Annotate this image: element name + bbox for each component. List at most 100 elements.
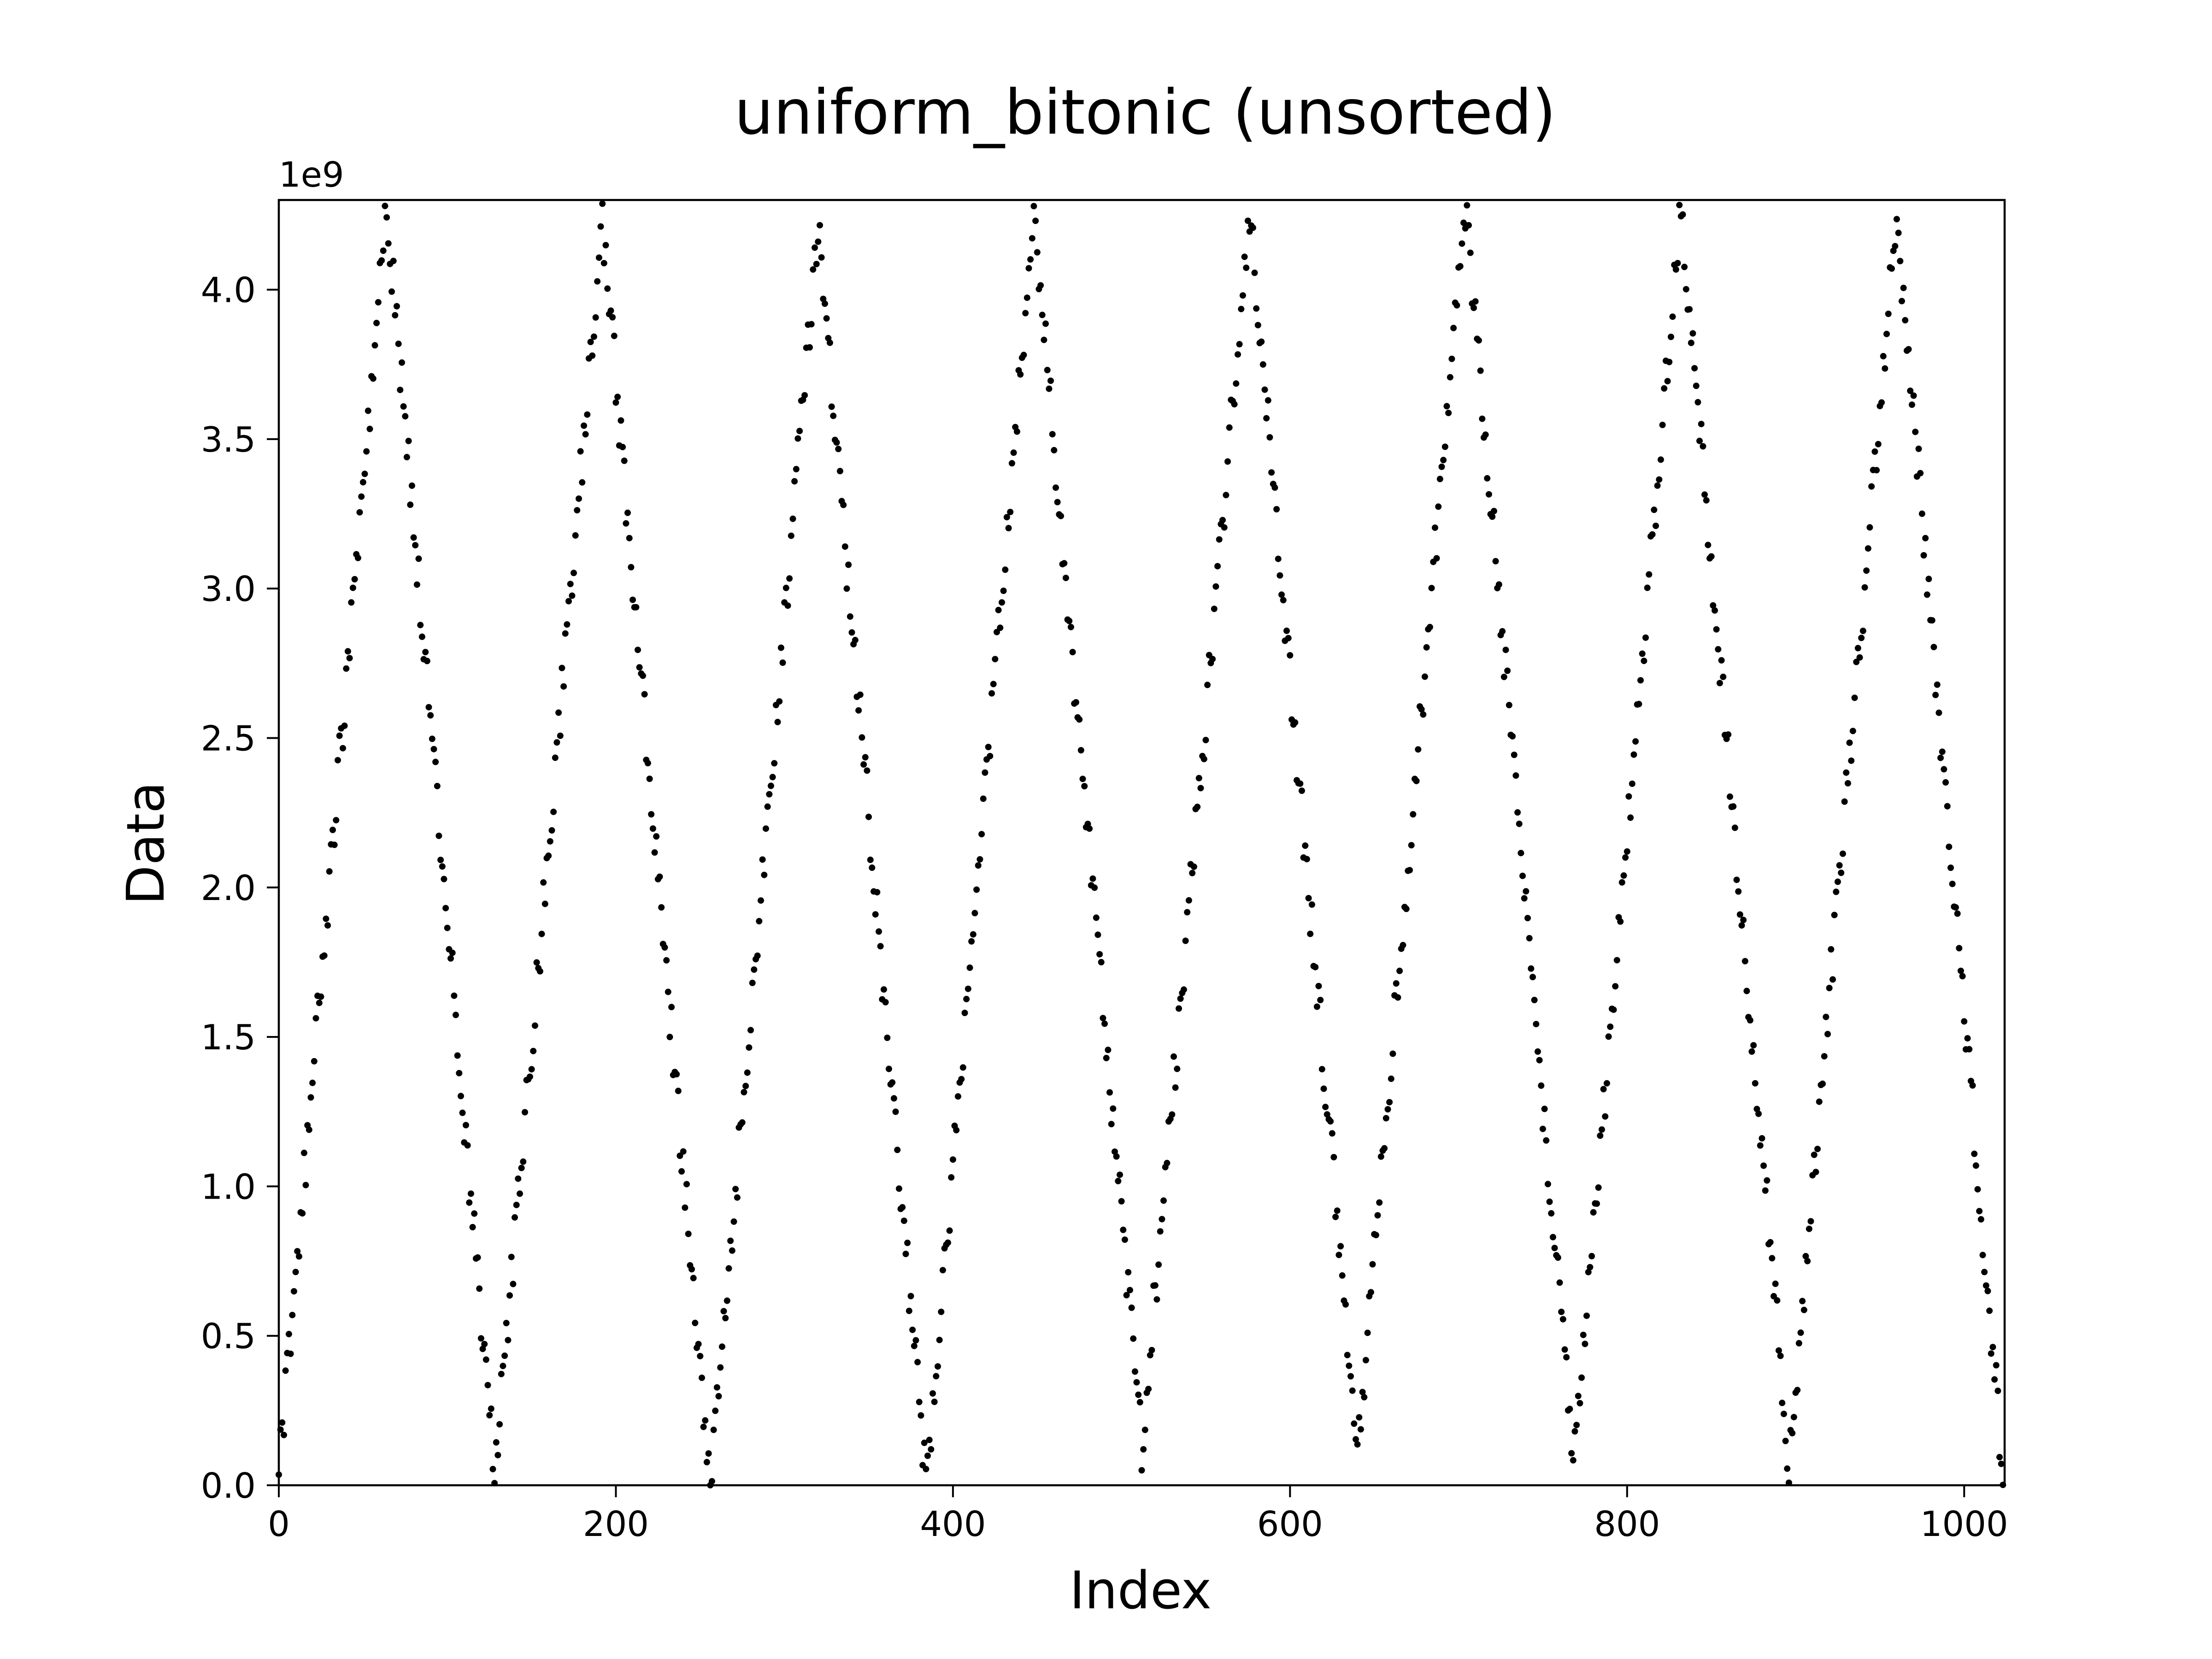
data-point	[1174, 1065, 1181, 1072]
data-point	[1423, 644, 1430, 651]
data-point	[595, 254, 602, 261]
data-point	[351, 576, 358, 582]
data-point	[1367, 1289, 1374, 1296]
data-point	[1767, 1239, 1774, 1246]
data-point	[774, 718, 781, 725]
data-point	[402, 413, 409, 420]
data-point	[1377, 1153, 1384, 1160]
data-point	[1976, 1208, 1983, 1215]
data-point	[498, 1371, 505, 1377]
data-point	[1570, 1457, 1577, 1464]
data-point	[641, 691, 648, 698]
data-point	[429, 735, 435, 742]
data-point	[1128, 1304, 1135, 1311]
data-point	[949, 1156, 956, 1163]
data-point	[1393, 980, 1400, 987]
data-point	[618, 417, 624, 424]
data-point	[1381, 1145, 1388, 1152]
data-point	[1118, 1198, 1125, 1205]
data-point	[1934, 681, 1941, 688]
data-point	[872, 911, 879, 918]
data-point	[547, 838, 553, 845]
data-point	[1030, 203, 1037, 210]
data-point	[1049, 431, 1056, 438]
data-point	[1514, 809, 1521, 816]
data-point	[399, 359, 405, 366]
data-point	[506, 1292, 513, 1299]
data-point	[924, 1453, 931, 1459]
data-point	[675, 1088, 682, 1094]
data-point	[292, 1269, 299, 1276]
data-point	[1197, 785, 1204, 792]
data-point	[724, 1297, 730, 1304]
data-point	[1278, 591, 1285, 598]
data-point	[1263, 415, 1270, 422]
data-point	[1105, 1047, 1112, 1053]
data-point	[1659, 422, 1666, 429]
data-point	[281, 1431, 287, 1438]
data-point	[383, 214, 390, 221]
data-point	[366, 425, 373, 432]
data-point	[794, 435, 801, 442]
data-point	[1471, 305, 1477, 312]
data-point	[1689, 330, 1696, 337]
data-point	[817, 222, 823, 229]
data-point	[1093, 914, 1100, 921]
data-point	[1708, 553, 1715, 560]
data-point	[1467, 249, 1474, 256]
data-point	[1339, 1272, 1346, 1279]
data-point	[1133, 1379, 1140, 1386]
data-point	[1283, 627, 1290, 634]
data-point	[1715, 646, 1722, 653]
data-point	[936, 1336, 943, 1343]
data-point	[628, 564, 635, 571]
data-point	[1101, 1020, 1108, 1027]
data-point	[1972, 1162, 1979, 1169]
data-point	[619, 444, 626, 451]
data-point	[348, 599, 355, 606]
data-point	[1780, 1411, 1787, 1418]
data-point	[1489, 513, 1496, 520]
data-point	[1731, 824, 1738, 831]
data-point	[494, 1452, 501, 1459]
data-point	[1431, 524, 1438, 531]
data-point	[1930, 644, 1937, 651]
data-point	[860, 761, 867, 768]
data-point	[1364, 1330, 1371, 1336]
data-point	[1669, 313, 1676, 320]
data-point	[432, 759, 439, 765]
data-point	[1925, 576, 1932, 582]
data-point	[1141, 1426, 1148, 1433]
data-point	[727, 1237, 734, 1244]
data-point	[1413, 777, 1420, 784]
data-point	[761, 871, 768, 878]
data-point	[1639, 650, 1646, 657]
data-point	[569, 592, 576, 599]
data-point	[1748, 1048, 1755, 1055]
data-point	[1460, 219, 1467, 226]
data-point	[1330, 1154, 1337, 1160]
data-point	[1209, 656, 1216, 663]
data-point	[1666, 359, 1673, 365]
data-point	[545, 852, 552, 859]
data-point	[1544, 1181, 1551, 1188]
data-point	[326, 868, 333, 875]
data-point	[821, 300, 828, 307]
data-point	[1873, 467, 1880, 474]
data-point	[515, 1175, 522, 1182]
data-point	[1531, 997, 1538, 1003]
data-point	[1828, 946, 1835, 953]
data-point	[1453, 302, 1460, 309]
data-point	[1541, 1106, 1548, 1112]
data-point	[1447, 374, 1453, 381]
data-point	[1617, 918, 1624, 925]
data-point	[1799, 1298, 1806, 1305]
data-point	[1838, 870, 1845, 876]
data-point	[906, 1307, 912, 1314]
data-point	[1440, 457, 1447, 464]
data-point	[1863, 567, 1870, 574]
data-point	[1563, 1354, 1570, 1361]
data-point	[1594, 1200, 1600, 1207]
data-point	[968, 938, 975, 945]
data-point	[1918, 510, 1925, 517]
